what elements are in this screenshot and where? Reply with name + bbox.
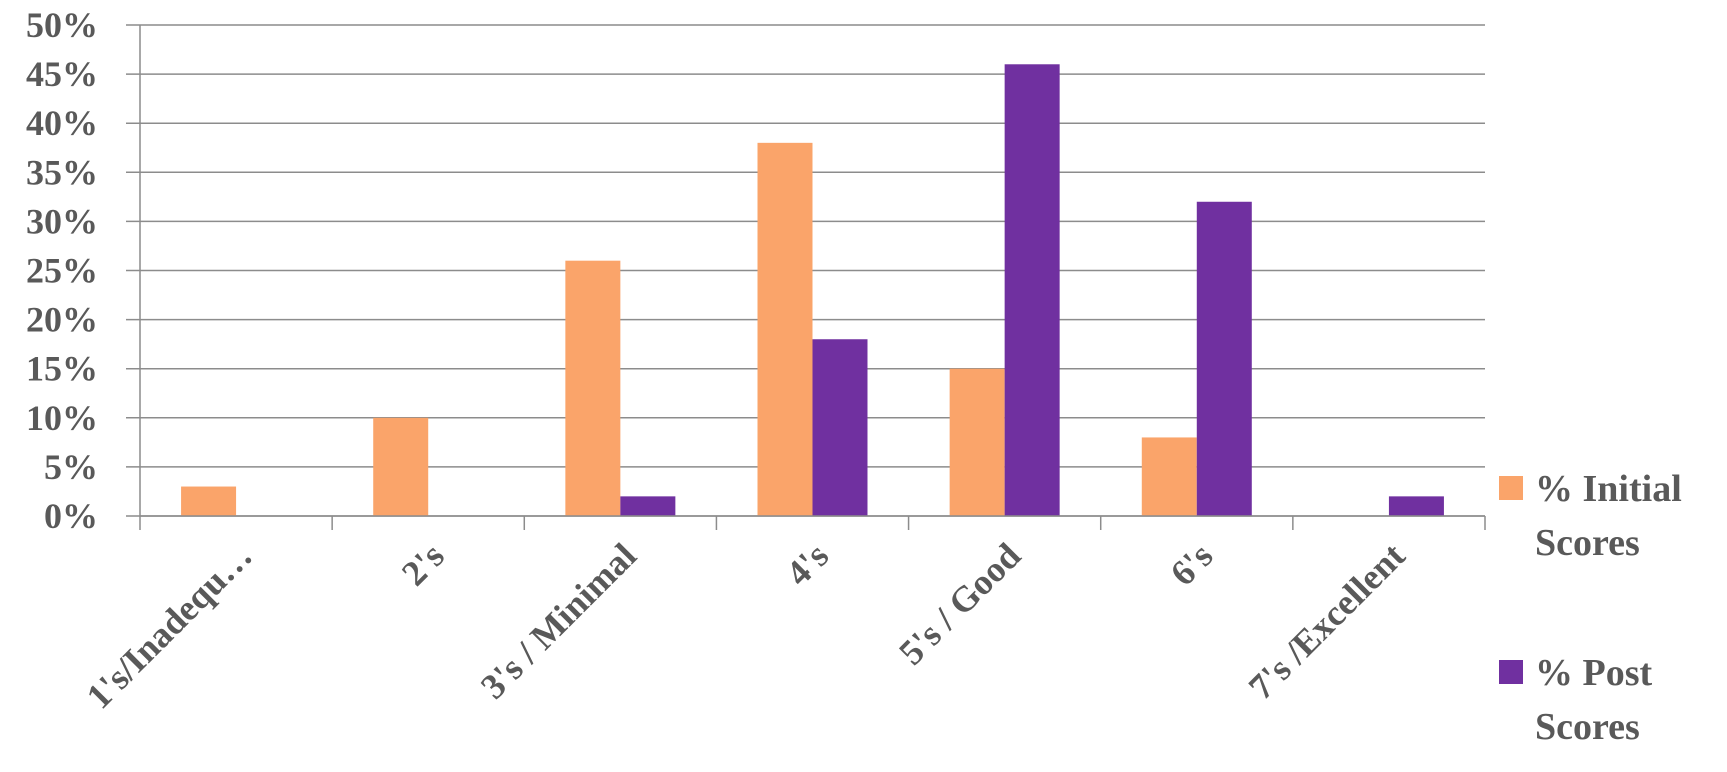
- y-axis-tick-labels: 0% 5% 10% 15% 20% 25% 30% 35% 40% 45% 50%: [26, 5, 98, 536]
- bars: [181, 64, 1444, 516]
- bar-initial: [565, 260, 621, 516]
- bar-post: [1196, 201, 1252, 516]
- bar-initial: [757, 142, 813, 516]
- y-tick-label: 20%: [26, 300, 98, 340]
- bar-initial: [181, 486, 237, 516]
- legend-label: Scores: [1535, 706, 1640, 748]
- x-tick-label: 4's: [778, 535, 836, 593]
- legend-swatch: [1499, 660, 1523, 684]
- legend-label: Scores: [1535, 522, 1640, 564]
- y-tick-label: 45%: [26, 54, 98, 94]
- x-tick-label: 5's / Good: [891, 535, 1028, 672]
- bar-initial: [949, 368, 1005, 516]
- x-tick-label: 3's / Minimal: [473, 535, 644, 706]
- x-tick-label: 2's: [394, 535, 452, 593]
- y-tick-label: 40%: [26, 103, 98, 143]
- bar-initial: [373, 417, 429, 516]
- legend: % Initial Scores % Post Scores: [1499, 468, 1682, 748]
- bar-post: [620, 496, 676, 516]
- bar-post: [1004, 64, 1060, 516]
- y-tick-label: 25%: [26, 251, 98, 291]
- x-axis-tick-labels: 1's/Inadequ… 2's 3's / Minimal 4's 5's / Goo…: [79, 535, 1413, 716]
- legend-label: % Post: [1535, 652, 1653, 694]
- x-tick-label: 1's/Inadequ…: [79, 535, 260, 716]
- y-tick-label: 30%: [26, 201, 98, 241]
- bar-post: [1388, 496, 1444, 516]
- bar-post: [812, 339, 868, 516]
- y-tick-label: 50%: [26, 5, 98, 45]
- y-tick-label: 15%: [26, 349, 98, 389]
- x-tick-label: 6's: [1162, 535, 1220, 593]
- axes: [139, 25, 1486, 530]
- y-tick-label: 5%: [44, 447, 98, 487]
- bar-initial: [1141, 437, 1197, 516]
- y-tick-label: 10%: [26, 398, 98, 438]
- y-tick-label: 0%: [44, 496, 98, 536]
- x-tick-label: 7's /Excellent: [1241, 535, 1413, 707]
- y-tick-label: 35%: [26, 152, 98, 192]
- legend-label: % Initial: [1535, 468, 1682, 510]
- legend-swatch: [1499, 476, 1523, 500]
